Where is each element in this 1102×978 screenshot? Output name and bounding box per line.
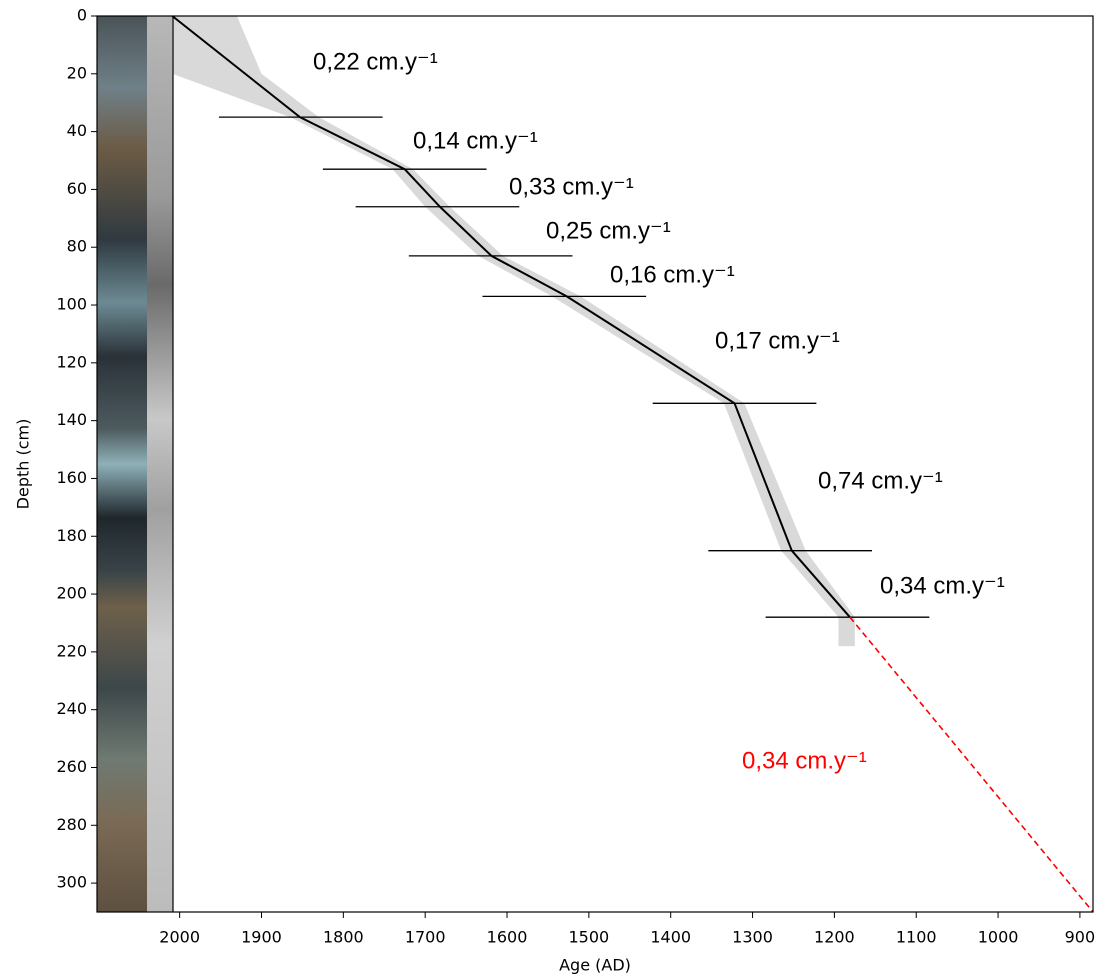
x-tick-label: 1000 [978, 928, 1019, 947]
y-tick-label: 80 [67, 237, 87, 256]
x-tick-label: 1500 [569, 928, 610, 947]
x-tick-label: 1700 [405, 928, 446, 947]
x-tick-label: 1400 [650, 928, 691, 947]
y-tick-label: 100 [56, 295, 87, 314]
core-photo [97, 16, 147, 912]
age-depth-line [171, 15, 851, 618]
rate-annotation: 0,34 cm.y⁻¹ [742, 747, 867, 774]
rate-annotation: 0,14 cm.y⁻¹ [413, 127, 538, 154]
rate-annotation: 0,25 cm.y⁻¹ [546, 217, 671, 244]
core-scan [147, 16, 173, 912]
x-tick-label: 1300 [732, 928, 773, 947]
y-tick-label: 140 [56, 410, 87, 429]
x-tick-label: 1600 [487, 928, 528, 947]
y-tick-label: 220 [56, 641, 87, 660]
x-tick-label: 2000 [159, 928, 200, 947]
y-tick-label: 20 [67, 63, 87, 82]
x-tick-label: 1200 [814, 928, 855, 947]
y-tick-label: 120 [56, 352, 87, 371]
y-tick-label: 280 [56, 815, 87, 834]
y-tick-label: 180 [56, 526, 87, 545]
y-tick-label: 60 [67, 179, 87, 198]
y-tick-label: 240 [56, 699, 87, 718]
x-tick-label: 1900 [241, 928, 282, 947]
y-tick-label: 300 [56, 873, 87, 892]
rate-annotation: 0,74 cm.y⁻¹ [818, 467, 943, 494]
y-tick-label: 200 [56, 584, 87, 603]
x-axis-label: Age (AD) [559, 956, 631, 975]
rate-annotation: 0,33 cm.y⁻¹ [509, 173, 634, 200]
y-tick-label: 0 [77, 6, 87, 25]
uncertainty-envelope [172, 16, 855, 647]
y-tick-label: 40 [67, 121, 87, 140]
rate-annotation: 0,34 cm.y⁻¹ [880, 572, 1005, 599]
plot-area [171, 15, 1094, 913]
x-tick-label: 1100 [896, 928, 937, 947]
x-tick-label: 1800 [323, 928, 364, 947]
y-tick-label: 260 [56, 757, 87, 776]
x-tick-label: 900 [1065, 928, 1096, 947]
rate-annotation: 0,17 cm.y⁻¹ [715, 327, 840, 354]
extrapolation-line [849, 616, 1094, 913]
rate-annotation: 0,16 cm.y⁻¹ [610, 261, 735, 288]
y-tick-label: 160 [56, 468, 87, 487]
plot-frame [96, 15, 1094, 913]
y-axis-label: Depth (cm) [14, 419, 33, 510]
rate-annotation: 0,22 cm.y⁻¹ [313, 48, 438, 75]
